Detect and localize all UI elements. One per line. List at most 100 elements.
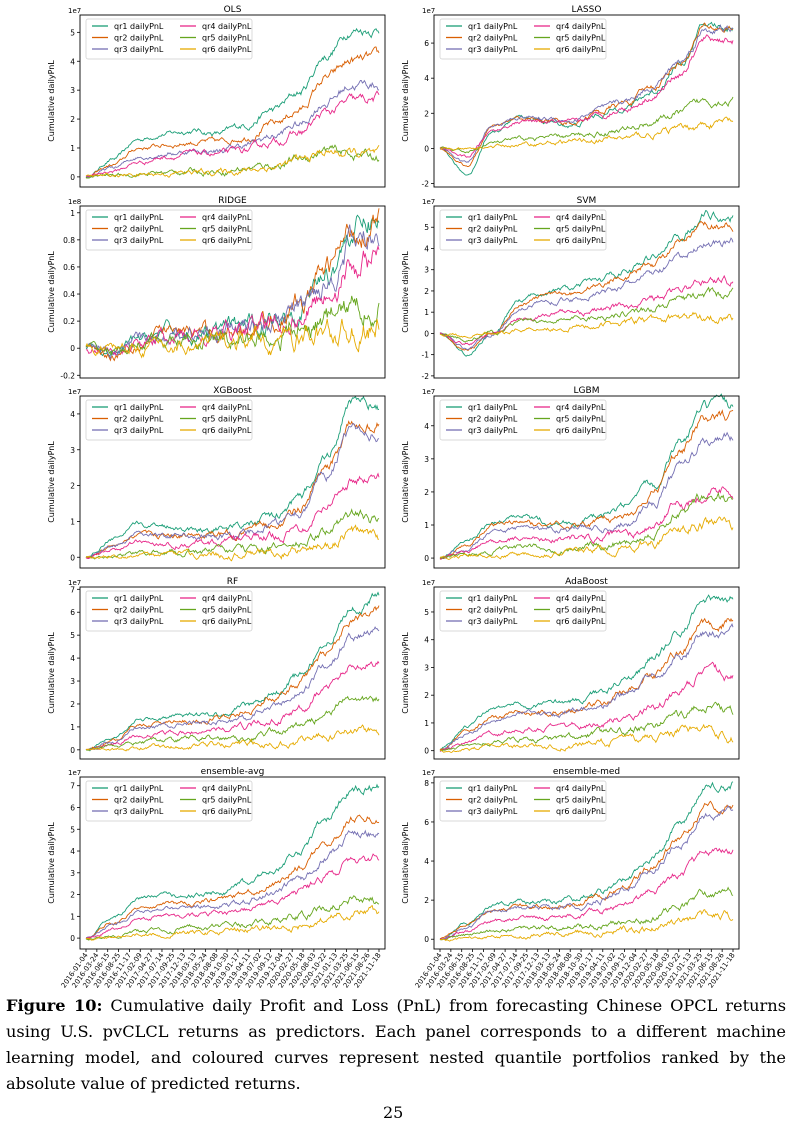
y-tick-label: 1 xyxy=(424,308,429,317)
legend: qr1 dailyPnL qr2 dailyPnL qr3 dailyPnL qr4 … xyxy=(439,780,607,822)
legend-entry: qr1 dailyPnL xyxy=(468,594,518,603)
y-tick-label: 7 xyxy=(70,585,75,594)
y-tick-label: 8 xyxy=(424,779,429,788)
series-line-qr3 xyxy=(439,431,734,560)
legend: qr1 dailyPnL qr2 dailyPnL qr3 dailyPnL qr4 … xyxy=(85,780,253,822)
series-line-qr1 xyxy=(85,783,380,940)
series-line-qr1 xyxy=(439,781,734,941)
legend-entry: qr6 dailyPnL xyxy=(556,426,606,435)
y-axis-label: Cumulative dailyPnL xyxy=(401,632,410,714)
legend-entry: qr2 dailyPnL xyxy=(114,606,164,615)
plot-frame xyxy=(79,776,386,950)
chart-panel-lgbm: LGBM 1e7 Cumulative dailyPnL 0 1 2 3 4 qr1 daily… xyxy=(401,386,740,569)
chart-title: XGBoost xyxy=(213,386,252,396)
legend-entry: qr2 dailyPnL xyxy=(114,415,164,424)
legend-box xyxy=(85,590,253,632)
series-line-qr5 xyxy=(85,508,380,560)
y-axis-label: Cumulative dailyPnL xyxy=(47,822,56,904)
legend-box xyxy=(439,209,607,251)
series-line-qr6 xyxy=(85,524,380,562)
legend: qr1 dailyPnL qr2 dailyPnL qr3 dailyPnL qr4 … xyxy=(439,209,607,251)
legend-box xyxy=(439,590,607,632)
legend-entry: qr1 dailyPnL xyxy=(114,403,164,412)
plot-frame xyxy=(433,586,740,760)
series-line-qr3 xyxy=(85,626,380,751)
legend: qr1 dailyPnL qr2 dailyPnL qr3 dailyPnL qr4 … xyxy=(85,590,253,632)
series-line-qr3 xyxy=(85,224,380,360)
chart-panel-svm: SVM 1e7 Cumulative dailyPnL -2 -1 0 1 2 3 4 5 qr1 d… xyxy=(401,196,740,381)
legend-entry: qr5 dailyPnL xyxy=(556,415,606,424)
series-line-qr4 xyxy=(85,244,380,357)
series-line-qr4 xyxy=(439,486,734,560)
series-line-qr5 xyxy=(439,491,734,559)
chart-title: SVM xyxy=(577,196,597,206)
legend: qr1 dailyPnL qr2 dailyPnL qr3 dailyPnL qr4 … xyxy=(439,590,607,632)
axis-offset-text: 1e7 xyxy=(68,388,81,396)
y-tick-label: 1 xyxy=(424,521,429,530)
caption-label: Figure 10: xyxy=(6,996,103,1015)
y-tick-label: 4 xyxy=(70,847,75,856)
legend-entry: qr5 dailyPnL xyxy=(556,225,606,234)
series-line-qr6 xyxy=(439,516,734,561)
series-line-qr2 xyxy=(439,409,734,560)
plot-frame xyxy=(79,14,386,188)
legend-box xyxy=(439,780,607,822)
y-tick-label: 0.6 xyxy=(63,263,75,272)
y-tick-label: 6 xyxy=(424,818,429,827)
legend-entry: qr3 dailyPnL xyxy=(114,617,164,626)
series-line-qr1 xyxy=(85,591,380,752)
series-line-qr3 xyxy=(439,622,734,752)
chart-panel-lasso: LASSO 1e7 Cumulative dailyPnL -2 0 2 4 6 qr1 dai… xyxy=(401,5,740,188)
y-tick-label: 2 xyxy=(424,109,429,118)
legend: qr1 dailyPnL qr2 dailyPnL qr3 dailyPnL qr4 … xyxy=(85,209,253,251)
legend-box xyxy=(439,399,607,441)
series-line-qr2 xyxy=(85,46,380,179)
y-tick-label: 6 xyxy=(70,803,75,812)
series-line-qr2 xyxy=(439,617,734,751)
page-number: 25 xyxy=(383,1103,404,1122)
y-tick-label: 2 xyxy=(424,287,429,296)
y-tick-label: -1 xyxy=(422,351,430,360)
legend-entry: qr2 dailyPnL xyxy=(114,34,164,43)
series-line-qr3 xyxy=(85,829,380,939)
axis-offset-text: 1e7 xyxy=(422,579,435,587)
y-tick-label: 5 xyxy=(424,223,429,232)
plot-frame xyxy=(79,205,386,379)
series-line-qr5 xyxy=(439,96,734,154)
y-axis-label: Cumulative dailyPnL xyxy=(47,60,56,142)
y-tick-label: 3 xyxy=(424,663,429,672)
y-tick-label: 0.4 xyxy=(63,290,75,299)
legend-entry: qr4 dailyPnL xyxy=(556,213,606,222)
legend-entry: qr4 dailyPnL xyxy=(202,784,252,793)
legend-entry: qr4 dailyPnL xyxy=(556,403,606,412)
y-tick-label: 2 xyxy=(70,482,75,491)
series-line-qr4 xyxy=(85,472,380,559)
y-tick-label: 3 xyxy=(70,446,75,455)
chart-panel-adaboost: AdaBoost 1e7 Cumulative dailyPnL 0 1 2 3 4 5 qr1 … xyxy=(401,577,740,760)
legend-entry: qr1 dailyPnL xyxy=(468,403,518,412)
series-line-qr3 xyxy=(439,237,734,351)
y-axis-label: Cumulative dailyPnL xyxy=(401,251,410,333)
legend-entry: qr2 dailyPnL xyxy=(114,796,164,805)
y-tick-label: 2 xyxy=(70,115,75,124)
legend-entry: qr1 dailyPnL xyxy=(114,22,164,31)
legend-entry: qr6 dailyPnL xyxy=(202,617,252,626)
series-line-qr4 xyxy=(439,847,734,940)
legend-entry: qr2 dailyPnL xyxy=(468,796,518,805)
series-line-qr6 xyxy=(85,144,380,178)
legend-entry: qr3 dailyPnL xyxy=(468,236,518,245)
chart-title: AdaBoost xyxy=(565,577,608,587)
y-tick-label: 5 xyxy=(70,28,75,37)
series-line-qr6 xyxy=(85,318,380,359)
axis-offset-text: 1e7 xyxy=(422,7,435,15)
legend-entry: qr2 dailyPnL xyxy=(468,415,518,424)
legend-box xyxy=(85,399,253,441)
y-tick-label: 2 xyxy=(424,488,429,497)
y-tick-label: 1 xyxy=(70,912,75,921)
y-tick-label: 4 xyxy=(424,244,429,253)
axis-offset-text: 1e7 xyxy=(68,7,81,15)
y-tick-label: 2 xyxy=(70,891,75,900)
y-tick-label: 3 xyxy=(70,869,75,878)
chart-panel-rf: RF 1e7 Cumulative dailyPnL 0 1 2 3 4 5 6 7 qr1 dail… xyxy=(47,577,386,760)
legend-box xyxy=(85,209,253,251)
